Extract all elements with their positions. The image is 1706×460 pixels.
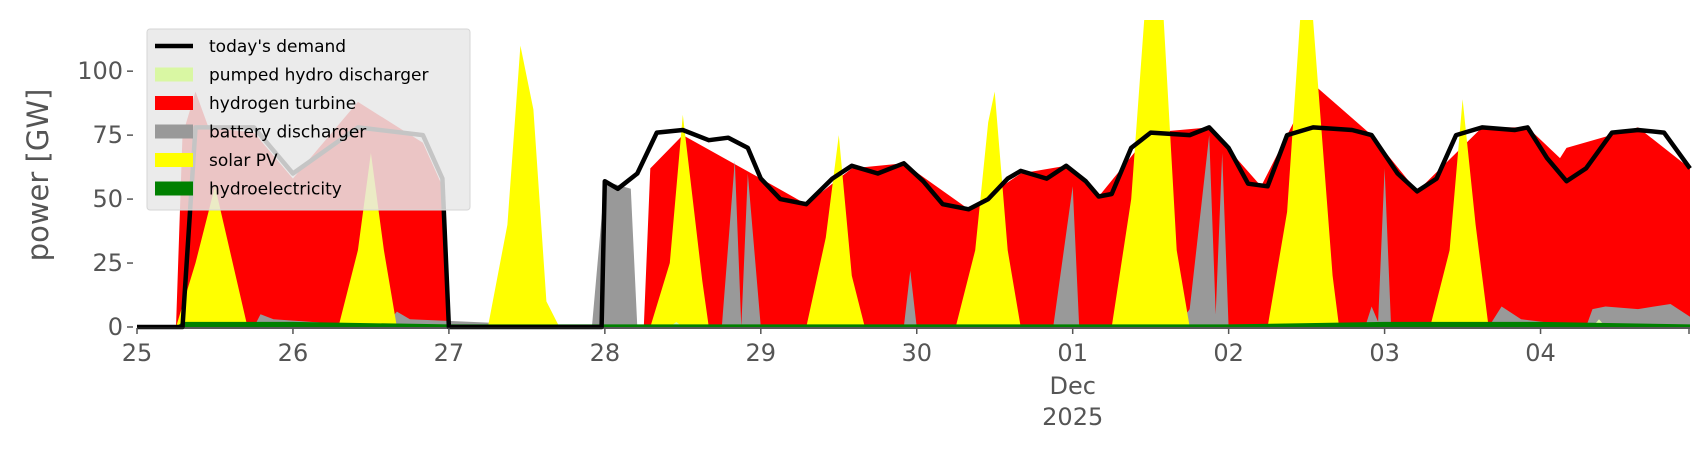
x-tick-label: 03 xyxy=(1369,339,1400,367)
y-axis-label: power [GW] xyxy=(21,89,55,262)
area-battery-discharger xyxy=(254,135,1690,327)
legend: today's demand pumped hydro discharger hyd… xyxy=(146,28,471,211)
x-tick-label: 04 xyxy=(1525,339,1556,367)
legend-swatch-solar-pv xyxy=(155,153,193,167)
legend-swatch-hydrogen-turbine xyxy=(155,96,193,110)
y-tick-label: 0 xyxy=(108,313,123,341)
x-tick-label: 01 xyxy=(1057,339,1088,367)
legend-label-hydrogen-turbine: hydrogen turbine xyxy=(209,94,356,114)
y-tick-label: 50 xyxy=(92,185,123,213)
x-tick-label: 27 xyxy=(434,339,465,367)
legend-swatch-hydroelectricity xyxy=(155,181,193,196)
x-tick-label: 30 xyxy=(901,339,932,367)
legend-label-solar-pv: solar PV xyxy=(209,151,278,171)
legend-label-today-s-demand: today's demand xyxy=(209,37,346,57)
area-solar-pv xyxy=(176,20,1489,327)
legend-label-pumped-hydro-discharger: pumped hydro discharger xyxy=(209,66,428,86)
legend-box xyxy=(146,28,471,211)
x-month-label: Dec xyxy=(1049,372,1095,400)
legend-label-battery-discharger: battery discharger xyxy=(209,123,366,143)
legend-swatch-battery-discharger xyxy=(155,124,193,139)
x-year-label: 2025 xyxy=(1042,403,1103,431)
stacked-areas xyxy=(137,20,1690,327)
x-tick-label: 02 xyxy=(1213,339,1244,367)
y-tick-label: 75 xyxy=(92,121,123,149)
y-tick-label: 25 xyxy=(92,249,123,277)
x-tick-label: 29 xyxy=(746,339,777,367)
x-tick-label: 26 xyxy=(278,339,309,367)
x-tick-label: 28 xyxy=(590,339,621,367)
demand-line-layer xyxy=(137,125,1692,330)
x-tick-label: 25 xyxy=(122,339,153,367)
legend-swatch-pumped-hydro-discharger xyxy=(155,67,193,82)
y-tick-label: 100 xyxy=(77,57,123,85)
line-today-s-demand xyxy=(137,125,1692,330)
legend-label-hydroelectricity: hydroelectricity xyxy=(209,180,342,200)
